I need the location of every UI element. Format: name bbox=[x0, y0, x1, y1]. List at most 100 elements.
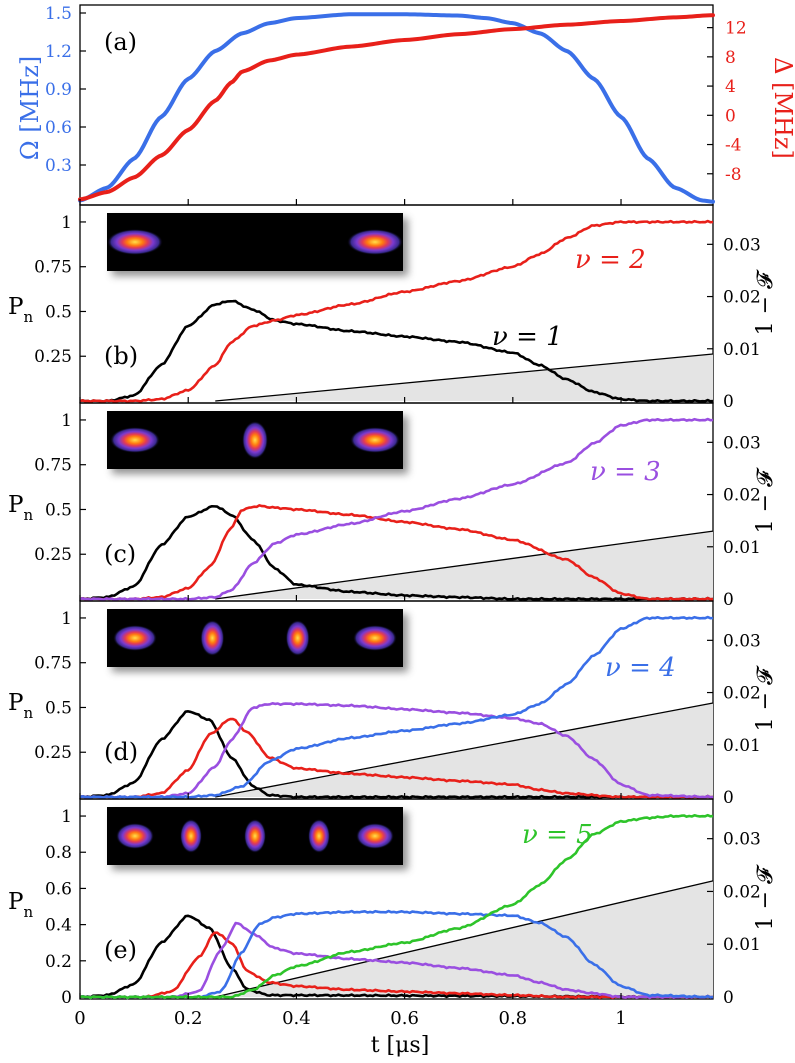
pn-axis-label: Pn bbox=[8, 294, 33, 326]
density-blob bbox=[180, 819, 202, 853]
delta-tick-label: -8 bbox=[725, 165, 742, 185]
density-blob bbox=[308, 819, 330, 853]
panel-d-label: (d) bbox=[104, 738, 138, 766]
series-omega-line bbox=[78, 12, 715, 204]
density-blob bbox=[353, 625, 397, 651]
series-nu2-line bbox=[79, 504, 714, 602]
density-blob bbox=[116, 823, 154, 849]
panel-b: 0.25 0.5 0.75 1 0 0.01 0.02 0.03 Pn 1 − 𝓕 bbox=[8, 204, 778, 412]
density-blob bbox=[350, 427, 400, 453]
density-blob bbox=[200, 620, 225, 656]
series-nu1-line bbox=[79, 504, 714, 602]
omega-axis-label: Ω [MHz] bbox=[16, 56, 44, 160]
x-tick-label: 1 bbox=[615, 1008, 626, 1029]
density-blob bbox=[285, 620, 310, 656]
density-blob bbox=[244, 819, 266, 853]
density-blob bbox=[110, 427, 160, 453]
infidelity-line bbox=[215, 530, 714, 600]
omega-tick-label: 0.9 bbox=[45, 80, 72, 100]
omega-tick-label: 0.3 bbox=[45, 156, 72, 176]
pn-axis-label: Pn bbox=[8, 690, 33, 722]
infidelity-tick-label: 0.02 bbox=[723, 486, 761, 506]
delta-axis-label: Δ [MHz] bbox=[769, 57, 795, 159]
infidelity-axis-label: 1 − 𝓕 bbox=[753, 864, 778, 930]
infidelity-tick-label: 0 bbox=[723, 392, 734, 412]
pn-axis-subscript: n bbox=[23, 506, 33, 524]
pn-axis-subscript: n bbox=[23, 308, 33, 326]
omega-tick-label: 0.6 bbox=[45, 118, 72, 138]
omega-tick-label: 1.2 bbox=[45, 42, 72, 62]
pn-tick-label: 0.5 bbox=[45, 302, 72, 322]
pn-tick-label: 1 bbox=[61, 411, 72, 431]
panel-a-frame bbox=[79, 4, 714, 206]
x-tick-label: 0.2 bbox=[174, 1008, 203, 1029]
x-tick-label: 0.6 bbox=[390, 1008, 419, 1029]
series-nu3-line bbox=[79, 921, 714, 1000]
infidelity-tick-label: 0.03 bbox=[723, 235, 761, 255]
pn-tick-label: 0.5 bbox=[45, 500, 72, 520]
infidelity-tick-label: 0.03 bbox=[723, 433, 761, 453]
infidelity-axis-label: 1 − 𝓕 bbox=[753, 269, 778, 335]
series-nu3-line bbox=[79, 702, 714, 800]
infidelity-tick-label: 0 bbox=[723, 988, 734, 1008]
infidelity-axis-label: 1 − 𝓕 bbox=[753, 467, 778, 533]
series-nu2-line bbox=[79, 717, 714, 800]
infidelity-tick-label: 0.02 bbox=[723, 288, 761, 308]
infidelity-tick-label: 0.01 bbox=[723, 340, 761, 360]
pn-tick-label: 0.75 bbox=[34, 654, 72, 674]
panel-b-nu-label: ν = 2 bbox=[575, 245, 646, 275]
pn-axis-label: Pn bbox=[8, 492, 33, 524]
pn-tick-label: 0.4 bbox=[45, 916, 72, 936]
density-blob bbox=[242, 421, 268, 459]
pn-tick-label: 0.75 bbox=[34, 456, 72, 476]
omega-tick-label: 1.5 bbox=[45, 4, 72, 24]
infidelity-tick-label: 0 bbox=[723, 788, 734, 808]
x-axis-label: t [μs] bbox=[371, 1033, 430, 1058]
density-blob bbox=[347, 229, 403, 255]
infidelity-tick-label: 0.02 bbox=[723, 684, 761, 704]
series-delta-line bbox=[78, 13, 715, 202]
infidelity-tick-label: 0.03 bbox=[723, 631, 761, 651]
x-tick-label: 0 bbox=[74, 1008, 85, 1029]
panel-d: 0.25 0.5 0.75 1 0 0.01 0.02 0.03 Pn 1 − 𝓕 bbox=[8, 600, 778, 808]
delta-tick-label: 12 bbox=[725, 19, 747, 39]
pn-tick-label: 0.25 bbox=[34, 347, 72, 367]
density-blob bbox=[107, 229, 163, 255]
series-nu5-line bbox=[79, 813, 714, 1000]
panel-e: 0 0.2 0.4 0.6 0.8 1 0 0.01 0.02 0.03 Pn 1 − 𝓕 bbox=[8, 798, 778, 1008]
panel-e-label: (e) bbox=[104, 936, 137, 964]
infidelity-line bbox=[215, 702, 714, 798]
pn-tick-label: 0.75 bbox=[34, 258, 72, 278]
infidelity-tick-label: 0.01 bbox=[723, 538, 761, 558]
infidelity-line bbox=[215, 880, 714, 998]
infidelity-tick-label: 0 bbox=[723, 590, 734, 610]
panel-d-nu-label: ν = 4 bbox=[605, 653, 676, 683]
pn-tick-label: 0 bbox=[61, 988, 72, 1008]
infidelity-axis-label: 1 − 𝓕 bbox=[753, 665, 778, 731]
panel-b-label: (b) bbox=[104, 342, 138, 370]
x-tick-label: 0.8 bbox=[499, 1008, 528, 1029]
pn-tick-label: 0.25 bbox=[34, 743, 72, 763]
infidelity-tick-label: 0.01 bbox=[723, 736, 761, 756]
pn-tick-label: 1 bbox=[61, 213, 72, 233]
delta-tick-label: -4 bbox=[725, 136, 742, 156]
panel-b-nu1-label: ν = 1 bbox=[492, 322, 563, 352]
series-nu1-line bbox=[79, 299, 714, 404]
delta-tick-label: 0 bbox=[725, 106, 736, 126]
pn-tick-label: 1 bbox=[61, 807, 72, 827]
density-blob bbox=[356, 823, 394, 849]
pn-tick-label: 1 bbox=[61, 609, 72, 629]
series-nu2-line bbox=[79, 931, 714, 1000]
pn-axis-subscript: n bbox=[23, 704, 33, 722]
pn-tick-label: 0.2 bbox=[45, 952, 72, 972]
density-blob bbox=[113, 625, 157, 651]
series-nu4-line bbox=[79, 615, 714, 800]
series-nu2-line bbox=[79, 219, 714, 404]
pn-axis-label: Pn bbox=[8, 889, 33, 921]
x-tick-label: 0.4 bbox=[282, 1008, 311, 1029]
infidelity-tick-label: 0.03 bbox=[723, 830, 761, 850]
delta-tick-label: 8 bbox=[725, 48, 736, 68]
panel-c-label: (c) bbox=[104, 540, 136, 568]
pn-tick-label: 0.8 bbox=[45, 843, 72, 863]
